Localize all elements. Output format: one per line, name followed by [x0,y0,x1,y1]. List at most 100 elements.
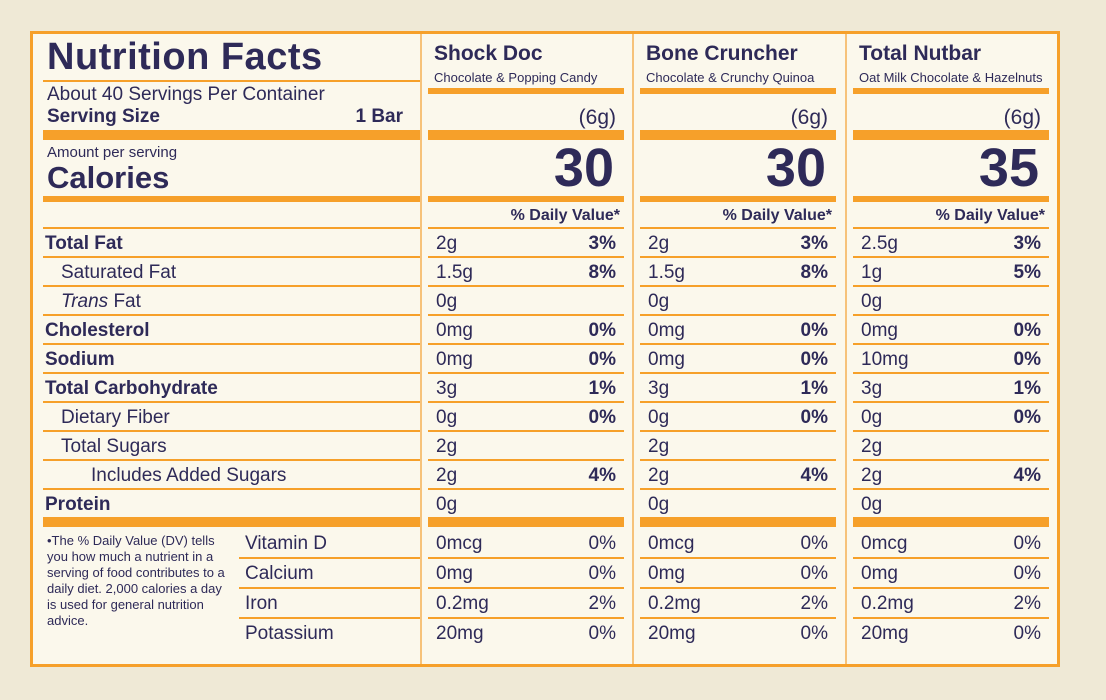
nutrient-amount: 0mg [436,349,473,370]
nutrient-row: 0g 0% [428,403,624,432]
vitamin-amount: 0.2mg [861,593,914,614]
product-name: Shock Doc [434,42,543,65]
calories-block: Amount per serving Calories [43,140,421,196]
nutrient-percent: 0% [1013,320,1041,341]
nutrient-percent: 3% [588,233,616,254]
vitamin-amount: 0.2mg [648,593,701,614]
nutrient-percent: 0% [1013,349,1041,370]
nutrient-row: 0g [428,287,624,316]
nutrient-row: 2g 4% [640,461,836,490]
footer: •The % Daily Value (DV) tells you how mu… [43,527,421,647]
nutrient-amount: 0mg [436,320,473,341]
product-column: Total Nutbar Oat Milk Chocolate & Hazelnu… [853,34,1049,664]
nutrient-row: 0mg 0% [853,316,1049,345]
nutrient-label: Total Carbohydrate [45,378,218,399]
product-header: Total Nutbar Oat Milk Chocolate & Hazelnu… [853,34,1049,130]
product-name: Total Nutbar [859,42,982,65]
nutrient-label: Total Sugars [61,436,167,457]
vitamin-row: 0mg 0% [853,559,1049,589]
nutrient-amount: 0mg [648,320,685,341]
nutrient-amount: 2g [861,436,883,457]
vitamin-amount: 20mg [648,623,696,644]
nutrient-amount: 0mg [861,320,898,341]
nutrient-row: 0g [428,490,624,517]
vitamin-row: 0.2mg 2% [853,589,1049,619]
nutrient-row: 10mg 0% [853,345,1049,374]
divider [43,80,421,82]
nutrient-row: 0mg 0% [428,345,624,374]
serving-weight: (6g) [578,106,616,129]
serving-weight: (6g) [790,106,828,129]
vitamin-percent: 2% [588,593,616,614]
vitamin-label: Calcium [245,563,314,584]
divider [428,88,624,94]
nutrient-row: 0g [853,490,1049,517]
product-subtitle: Chocolate & Popping Candy [434,70,598,85]
nutrient-amount: 0g [436,291,458,312]
vitamin-percent: 0% [800,563,828,584]
nutrient-row: 0g 0% [853,403,1049,432]
daily-value-header: % Daily Value* [722,207,832,224]
product-name: Bone Cruncher [646,42,798,65]
nutrient-row: 2g [428,432,624,461]
vitamin-row: 20mg 0% [640,619,836,647]
nutrient-row: 2g 4% [428,461,624,490]
vitamin-percent: 0% [1013,623,1041,644]
nutrient-row: 3g 1% [428,374,624,403]
nutrient-label: Includes Added Sugars [91,465,287,486]
nutrient-row: Protein [43,490,421,517]
divider [640,130,836,140]
vitamin-row: 0mg 0% [428,559,624,589]
dv-header-row: % Daily Value* [428,202,624,229]
nutrient-percent: 1% [800,378,828,399]
vitamin-percent: 0% [800,623,828,644]
vitamins-block: 0mcg 0% 0mg 0% 0.2mg 2% 20mg 0% [640,527,836,647]
vitamin-percent: 0% [1013,533,1041,554]
nutrient-amount: 2g [648,465,670,486]
nutrient-amount: 0g [436,407,458,428]
calories-label: Calories [47,160,170,195]
nutrient-row: 0mg 0% [640,345,836,374]
divider [428,517,624,527]
vitamin-amount: 0mg [648,563,685,584]
divider [853,130,1049,140]
column-separator [845,34,847,664]
nutrient-percent: 0% [1013,407,1041,428]
vitamin-label: Vitamin D [245,533,328,554]
nutrient-row: Sodium [43,345,421,374]
label-title: Nutrition Facts [47,36,323,78]
divider [853,517,1049,527]
nutrient-row: Includes Added Sugars [43,461,421,490]
nutrient-amount: 1.5g [436,262,473,283]
divider [853,88,1049,94]
vitamin-row: 0.2mg 2% [640,589,836,619]
product-column: Shock Doc Chocolate & Popping Candy (6g) 30… [428,34,624,664]
calories-value: 30 [553,138,614,198]
vitamin-percent: 0% [800,533,828,554]
vitamin-percent: 2% [800,593,828,614]
vitamin-amount: 0mg [436,563,473,584]
nutrient-percent: 1% [588,378,616,399]
nutrient-amount: 2g [861,465,883,486]
nutrient-amount: 0g [648,407,670,428]
vitamin-row: 0mcg 0% [428,529,624,559]
nutrient-row: 0mg 0% [640,316,836,345]
nutrient-percent: 0% [800,320,828,341]
nutrient-label: Dietary Fiber [61,407,170,428]
vitamin-label: Iron [245,593,278,614]
nutrient-percent: 0% [800,349,828,370]
vitamin-row: 0mcg 0% [853,529,1049,559]
nutrient-amount: 1g [861,262,883,283]
calories-value: 30 [765,138,826,198]
product-column: Bone Cruncher Chocolate & Crunchy Quinoa (… [640,34,836,664]
vitamin-row: 20mg 0% [428,619,624,647]
nutrient-row: 2g [853,432,1049,461]
left-panel: Nutrition Facts About 40 Servings Per Co… [43,34,421,664]
nutrient-percent: 0% [588,407,616,428]
vitamin-percent: 0% [588,623,616,644]
calories-block: 35 [853,140,1049,196]
nutrition-facts-label: Nutrition Facts About 40 Servings Per Co… [30,31,1060,667]
nutrient-percent: 5% [1013,262,1041,283]
vitamin-percent: 0% [588,563,616,584]
left-header: Nutrition Facts About 40 Servings Per Co… [43,34,421,130]
